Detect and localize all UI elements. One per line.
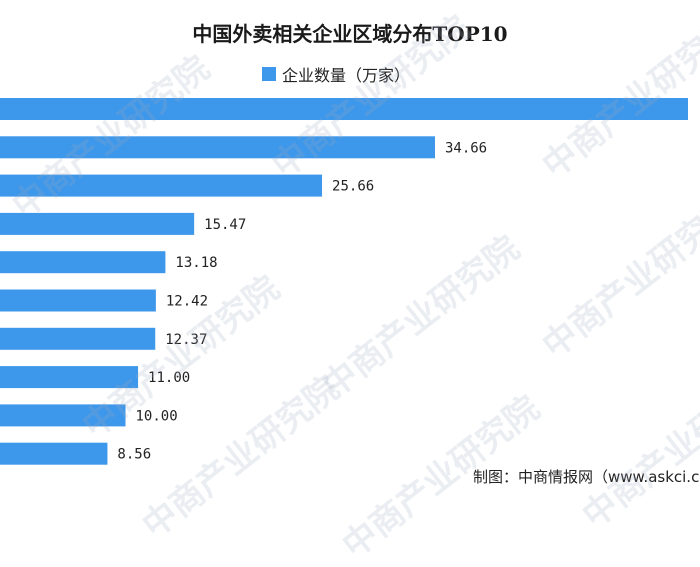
bar-value-label-10: 8.56: [117, 447, 151, 463]
bar-1: [0, 98, 688, 120]
bar-value-label-2: 34.66: [445, 140, 487, 156]
bar-value-label-5: 13.18: [175, 255, 217, 271]
bar-2: [0, 136, 435, 159]
bar-7: [0, 327, 156, 350]
bar-value-label-4: 15.47: [204, 217, 246, 233]
bar-3: [0, 174, 323, 197]
bar-value-label-8: 11.00: [148, 370, 190, 386]
bar-8: [0, 366, 139, 389]
bar-value-label-6: 12.42: [166, 294, 208, 310]
bar-chart: 34.66 25.66 15.47 13.18 12.42 12.37 11.00 10.00…: [0, 98, 688, 465]
chart-title: 中国外卖相关企业区域分布TOP10: [192, 22, 508, 46]
legend-label: 企业数量（万家）: [282, 66, 411, 85]
bar-4: [0, 212, 195, 235]
bar-5: [0, 251, 166, 274]
legend: 企业数量（万家）: [262, 62, 410, 86]
bar-6: [0, 289, 156, 312]
bar-9: [0, 404, 126, 427]
bar-value-label-9: 10.00: [136, 408, 178, 424]
bar-value-label-7: 12.37: [165, 332, 207, 348]
bar-value-label-3: 25.66: [332, 179, 374, 195]
source-note: 制图：中商情报网（www.askci.com）: [473, 468, 700, 486]
legend-swatch: [262, 67, 276, 81]
bar-10: [0, 442, 108, 465]
